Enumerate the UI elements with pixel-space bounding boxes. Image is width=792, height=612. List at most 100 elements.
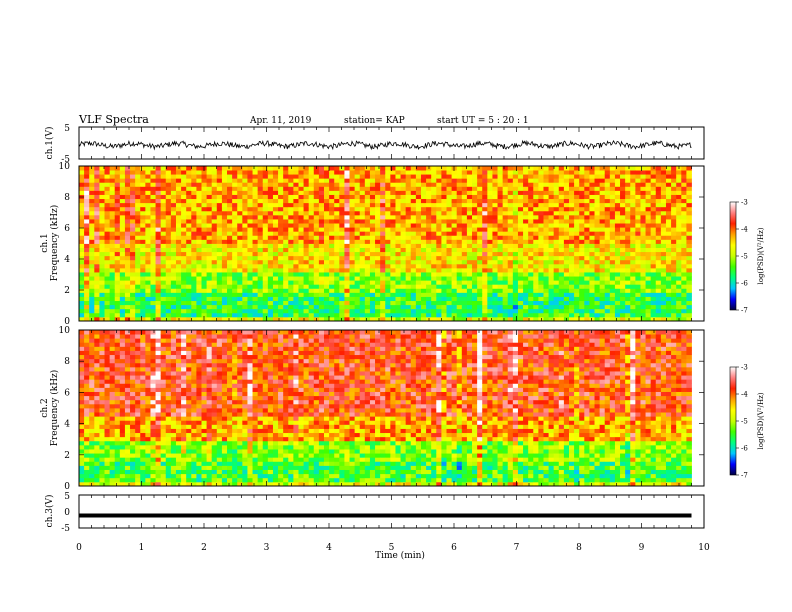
spectrogram-cell	[242, 210, 248, 216]
spectrogram-cell	[579, 284, 585, 289]
spectrogram-cell	[99, 420, 105, 425]
spectrogram-cell	[609, 276, 616, 281]
spectrogram-cell	[584, 182, 590, 187]
spectrogram-cell	[390, 198, 396, 204]
spectrogram-cell	[665, 259, 672, 265]
spectrogram-cell	[676, 263, 682, 269]
spectrogram-cell	[109, 272, 116, 277]
spectrogram-cell	[262, 206, 269, 212]
spectrogram-cell	[594, 255, 601, 261]
spectrogram-cell	[201, 223, 207, 228]
spectrogram-cell	[369, 239, 376, 244]
spectrogram-cell	[400, 300, 407, 306]
spectrogram-cell	[334, 312, 340, 318]
spectrogram-cell	[206, 300, 213, 306]
spectrogram-cell	[441, 235, 447, 240]
spectrogram-cell	[436, 182, 442, 187]
spectrogram-cell	[288, 263, 294, 269]
spectrogram-cell	[400, 267, 407, 273]
spectrogram-cell	[645, 219, 652, 224]
spectrogram-cell	[181, 231, 187, 236]
spectrogram-cell	[466, 280, 473, 285]
spectrogram-cell	[293, 231, 299, 236]
spectrogram-cell	[645, 166, 652, 171]
spectrogram-cell	[324, 235, 330, 240]
spectrogram-cell	[227, 316, 233, 322]
spectrogram-cell	[267, 300, 274, 306]
spectrogram-cell	[517, 190, 524, 195]
spectrogram-cell	[84, 330, 90, 335]
spectrogram-cell	[528, 182, 534, 187]
spectrogram-cell	[135, 276, 141, 281]
spectrogram-cell	[201, 296, 207, 302]
spectrogram-cell	[395, 223, 401, 228]
spectrogram-cell	[523, 243, 529, 248]
spectrogram-cell	[446, 214, 452, 220]
spectrogram-cell	[324, 316, 330, 322]
spectrogram-cell	[170, 255, 177, 261]
spectrogram-cell	[410, 308, 417, 314]
spectrogram-cell	[451, 284, 458, 289]
spectrogram-cell	[247, 227, 253, 232]
spectrogram-cell	[548, 206, 555, 212]
spectrogram-cell	[318, 272, 325, 277]
spectrogram-cell	[410, 280, 417, 285]
spectrogram-cell	[221, 308, 228, 314]
spectrogram-cell	[293, 198, 299, 204]
ch1-waveform-line	[78, 139, 692, 151]
spectrogram-cell	[492, 186, 498, 191]
spectrogram-cell	[614, 190, 621, 195]
spectrogram-cell	[104, 481, 111, 487]
spectrogram-cell	[160, 247, 167, 253]
spectrogram-cell	[324, 284, 330, 289]
spectrogram-cell	[191, 198, 197, 204]
spectrogram-cell	[456, 247, 463, 253]
spectrogram-cell	[574, 182, 580, 187]
spectrogram-cell	[175, 255, 182, 261]
spectrogram-cell	[517, 296, 524, 302]
spectrogram-cell	[400, 259, 407, 265]
spectrogram-cell	[369, 210, 376, 216]
spectrogram-cell	[247, 239, 253, 244]
spectrogram-cell	[211, 304, 218, 310]
spectrogram-cell	[640, 174, 646, 179]
spectrogram-cell	[385, 206, 391, 212]
spectrogram-cell	[375, 263, 381, 269]
spectrogram-cell	[170, 267, 177, 273]
spectrogram-cell	[288, 316, 294, 322]
spectrogram-cell	[135, 312, 141, 318]
spectrogram-cell	[635, 259, 641, 265]
spectrogram-cell	[375, 239, 381, 244]
spectrogram-cell	[221, 247, 228, 253]
spectrogram-cell	[155, 186, 162, 191]
spectrogram-cell	[660, 280, 667, 285]
spectrogram-cell	[114, 206, 121, 212]
spectrogram-cell	[579, 243, 585, 248]
spectrogram-cell	[446, 182, 452, 187]
spectrogram-cell	[135, 235, 141, 240]
spectrogram-cell	[375, 206, 381, 212]
spectrogram-cell	[140, 182, 146, 187]
spectrogram-cell	[375, 231, 381, 236]
spectrogram-cell	[216, 186, 223, 191]
spectrogram-cell	[660, 227, 667, 232]
spectrogram-cell	[359, 166, 366, 171]
spectrogram-cell	[196, 198, 202, 204]
spectrogram-cell	[466, 251, 473, 257]
spectrogram-cell	[288, 255, 294, 261]
spectrogram-cell	[349, 174, 356, 179]
spectrogram-cell	[563, 210, 570, 216]
spectrogram-cell	[160, 202, 167, 208]
spectrogram-cell	[385, 210, 391, 216]
spectrogram-cell	[461, 316, 468, 322]
spectrogram-cell	[344, 210, 350, 216]
spectrogram-cell	[354, 247, 361, 253]
spectrogram-cell	[324, 214, 330, 220]
spectrogram-cell	[99, 403, 105, 409]
spectrogram-cell	[538, 202, 544, 208]
spectrogram-cell	[252, 263, 259, 269]
spectrogram-cell	[563, 251, 570, 257]
spectrogram-cell	[614, 202, 621, 208]
spectrogram-cell	[523, 166, 529, 171]
